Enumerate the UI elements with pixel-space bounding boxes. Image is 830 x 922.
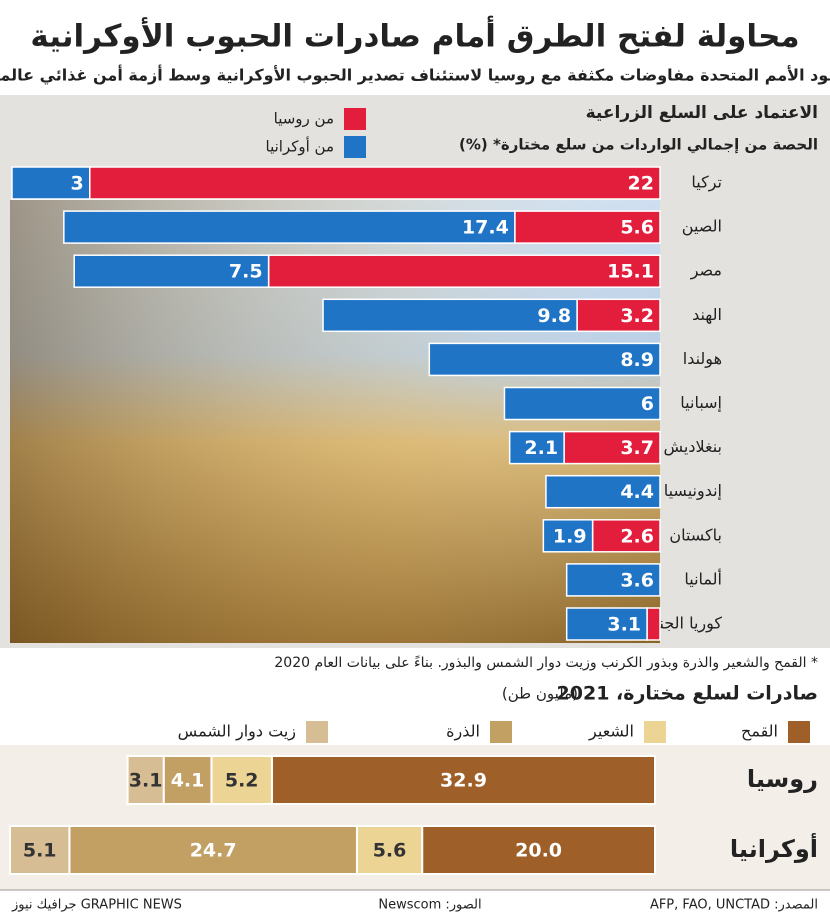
bar-segment xyxy=(63,210,516,244)
brand: GRAPHIC NEWS جرافيك نيوز xyxy=(11,898,182,913)
value-label: 2.6 xyxy=(620,525,654,547)
bar-segment xyxy=(576,298,661,333)
value-label: 6 xyxy=(641,393,654,415)
source: المصدر: AFP, FAO, UNCTAD xyxy=(650,898,818,913)
value-label: 20.0 xyxy=(515,840,562,862)
value-label: 8.9 xyxy=(620,349,654,371)
bar-segment xyxy=(89,166,661,200)
footnote: * القمح والشعير والذرة وبذور الكرنب وزيت… xyxy=(274,655,818,671)
value-label: 15.1 xyxy=(607,261,654,283)
bar-segment xyxy=(355,825,424,875)
legend-label: من أوكرانيا xyxy=(266,137,335,156)
legend-swatch xyxy=(644,721,666,743)
value-label: 3.7 xyxy=(620,437,654,459)
value-label: 24.7 xyxy=(190,840,237,862)
legend-label: زيت دوار الشمس xyxy=(178,722,296,742)
value-label: 7.5 xyxy=(229,261,263,283)
value-label: 3.1 xyxy=(129,770,163,792)
bar-segment xyxy=(210,755,273,805)
bar-segment xyxy=(563,430,661,465)
category-label: الصين xyxy=(682,217,722,237)
bar-segment xyxy=(11,166,91,200)
bar-segment xyxy=(565,563,661,597)
value-label: 5.2 xyxy=(225,770,259,792)
value-label: 3.6 xyxy=(620,569,654,591)
bar-segment xyxy=(646,607,661,641)
bar-segment xyxy=(9,825,71,875)
legend-label: من روسيا xyxy=(274,110,334,128)
dependence-chart: الاعتماد على السلع الزراعية الحصة من إجما… xyxy=(11,103,818,641)
bar-segment xyxy=(545,474,661,509)
bar-segment xyxy=(421,825,656,875)
value-label: 9.8 xyxy=(537,305,571,327)
chart-title: الاعتماد على السلع الزراعية xyxy=(586,103,818,123)
value-label: 2.1 xyxy=(524,437,558,459)
bar-segment xyxy=(508,430,565,465)
value-label: 4.1 xyxy=(171,770,205,792)
bar-segment xyxy=(503,386,661,421)
exports-chart: صادرات لسلع مختارة، 2021(مليون طن) القمح ا… xyxy=(9,683,818,875)
value-label: 3.2 xyxy=(620,305,654,327)
bar-segment xyxy=(542,519,594,553)
category-label: باكستان xyxy=(669,525,722,544)
category-label: تركيا xyxy=(691,173,722,193)
subtitle: تقود الأمم المتحدة مفاوضات مكثفة مع روسي… xyxy=(0,65,830,86)
legend-label: الذرة xyxy=(446,722,480,742)
bar-segment xyxy=(126,755,165,805)
category-label: إسبانيا xyxy=(680,393,722,412)
legend-label: الشعير xyxy=(588,722,634,742)
legend-swatch xyxy=(344,108,366,130)
category-label: ألمانيا xyxy=(684,568,722,588)
category-label: أوكرانيا xyxy=(730,833,818,863)
category-label: إندونيسيا xyxy=(664,481,722,501)
category-label: هولندا xyxy=(683,349,722,369)
chart-subtitle: الحصة من إجمالي الواردات من سلع مختارة* … xyxy=(459,136,818,154)
photo-credit: الصور: Newscom xyxy=(378,898,481,913)
category-label: مصر xyxy=(690,261,722,281)
value-label: 5.1 xyxy=(23,840,57,862)
value-label: 32.9 xyxy=(440,770,487,792)
chart-title: صادرات لسلع مختارة، 2021 xyxy=(557,683,818,705)
bar-segment xyxy=(73,254,270,288)
value-label: 17.4 xyxy=(462,217,509,239)
legend-swatch xyxy=(788,721,810,743)
value-label: 4.4 xyxy=(620,481,654,503)
value-label: 5.6 xyxy=(620,217,654,239)
legend-swatch xyxy=(490,721,512,743)
bar-segment xyxy=(270,755,656,805)
bar-segment xyxy=(428,342,661,377)
value-label: 5.6 xyxy=(373,840,407,862)
bar-segment xyxy=(514,210,661,244)
value-label: 1.9 xyxy=(553,525,587,547)
category-label: روسيا xyxy=(747,765,818,793)
bar-segment xyxy=(591,519,661,553)
bar-segment xyxy=(267,254,661,288)
value-label: 3.1 xyxy=(607,614,641,636)
bar-segment xyxy=(322,298,578,333)
value-label: 22 xyxy=(628,173,654,195)
title: محاولة لفتح الطرق أمام صادرات الحبوب الأ… xyxy=(30,16,799,55)
category-label: بنغلاديش xyxy=(663,437,722,457)
chart-unit: (مليون طن) xyxy=(502,685,578,703)
legend-swatch xyxy=(306,721,328,743)
bar-segment xyxy=(565,607,648,641)
value-label: 3 xyxy=(71,173,84,195)
legend-swatch xyxy=(344,136,366,158)
bar-segment xyxy=(68,825,358,875)
legend-label: القمح xyxy=(741,722,778,742)
category-label: الهند xyxy=(692,305,722,325)
